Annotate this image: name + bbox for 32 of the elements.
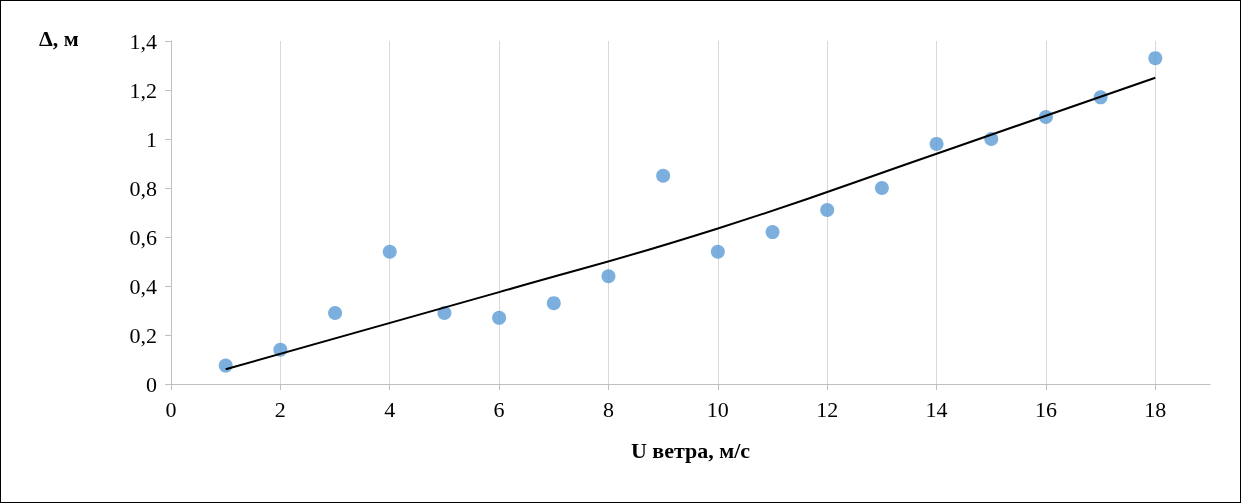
x-tick-label: 4 bbox=[384, 396, 396, 422]
y-tick-label: 0,4 bbox=[129, 273, 157, 299]
x-tick-label: 8 bbox=[602, 396, 614, 422]
y-tick-label: 0,8 bbox=[129, 175, 157, 201]
point bbox=[492, 310, 507, 325]
y-tick-label: 0 bbox=[146, 371, 157, 397]
point bbox=[656, 168, 671, 183]
y-tick-label: 1,2 bbox=[129, 77, 157, 103]
x-tick-label: 2 bbox=[274, 396, 286, 422]
y-tick-label: 1,4 bbox=[129, 28, 157, 54]
point bbox=[820, 203, 835, 218]
y-tick-label: 1 bbox=[146, 126, 157, 152]
point bbox=[546, 296, 561, 311]
y-axis-title: Δ, м bbox=[39, 25, 79, 51]
x-axis-title: U ветра, м/с bbox=[630, 437, 751, 463]
x-tick-label: 16 bbox=[1034, 396, 1057, 422]
point bbox=[874, 181, 889, 195]
point bbox=[601, 269, 616, 284]
x-tick-label: 12 bbox=[816, 396, 839, 422]
point bbox=[765, 225, 780, 240]
y-tick-label: 0,2 bbox=[129, 322, 157, 348]
point bbox=[328, 305, 343, 320]
x-tick-label: 18 bbox=[1144, 396, 1167, 422]
x-tick-label: 6 bbox=[493, 396, 505, 422]
point bbox=[929, 136, 944, 151]
x-tick-label: 0 bbox=[165, 396, 177, 422]
point bbox=[382, 244, 397, 259]
point bbox=[710, 244, 725, 259]
y-tick-label: 0,6 bbox=[129, 224, 157, 250]
point bbox=[1148, 51, 1163, 66]
x-tick-label: 14 bbox=[925, 396, 948, 422]
x-tick-label: 10 bbox=[706, 396, 729, 422]
